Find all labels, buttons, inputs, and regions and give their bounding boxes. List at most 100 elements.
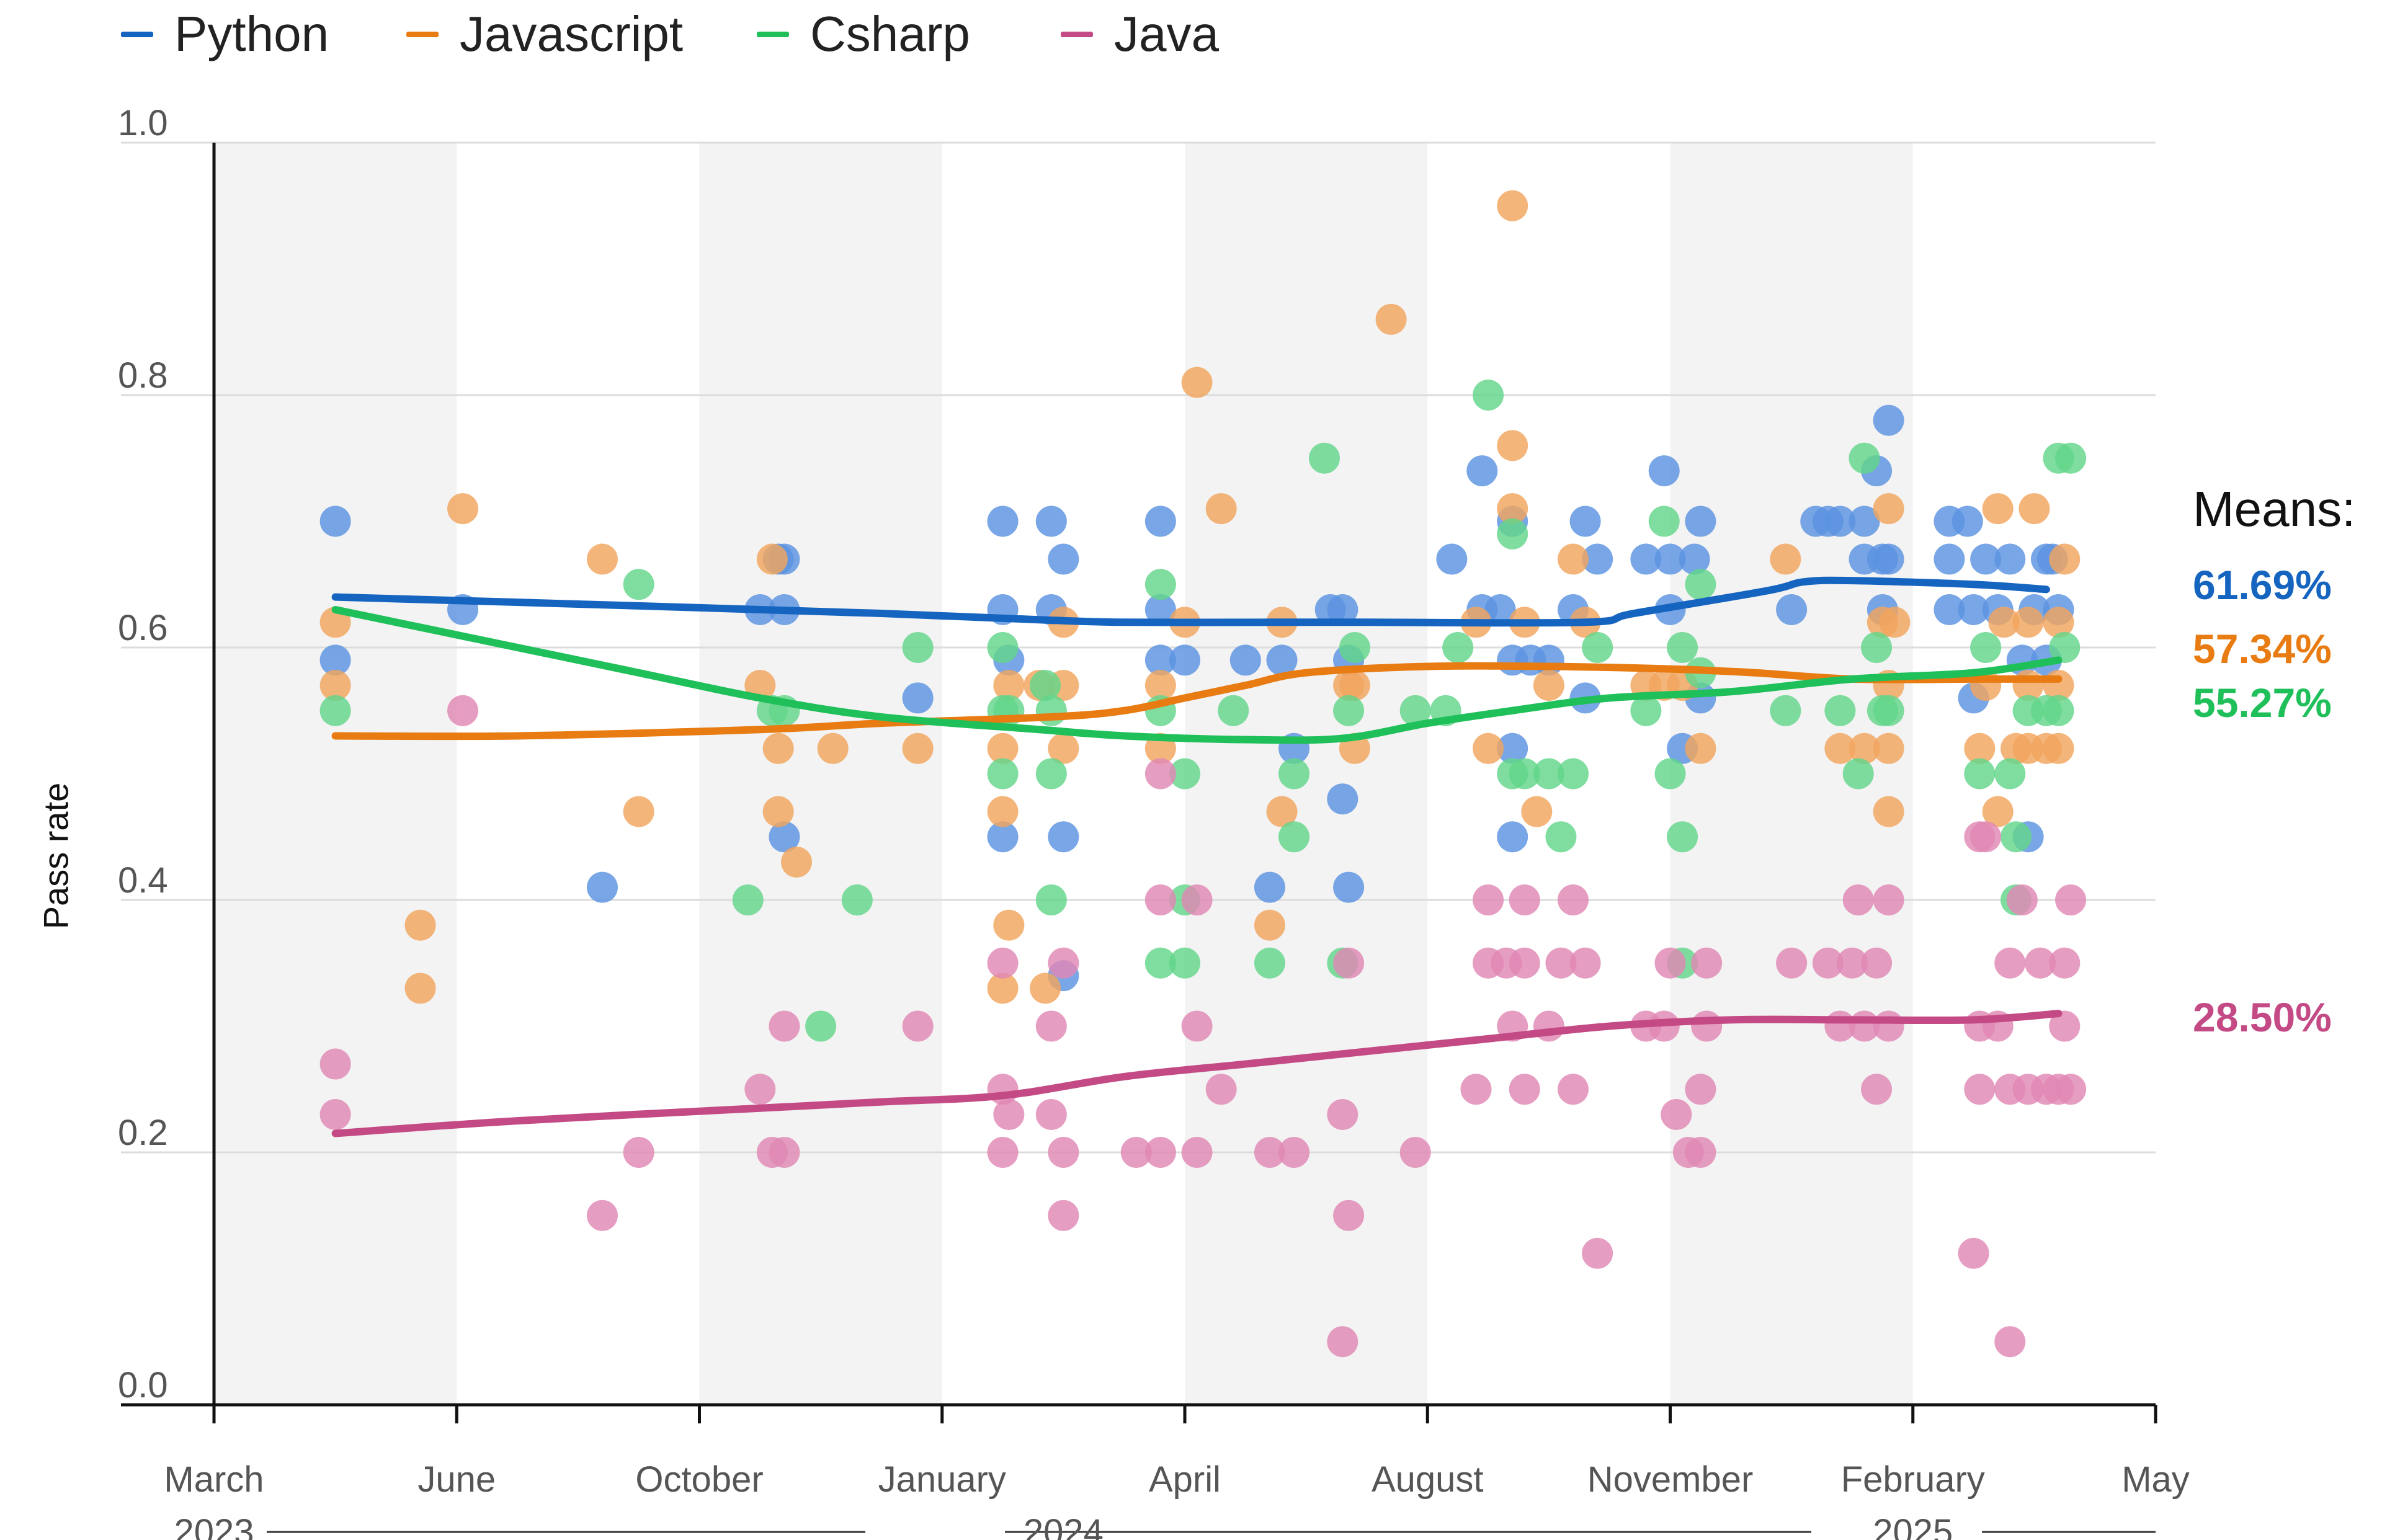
dot-javascript xyxy=(623,796,654,827)
legend-label-csharp: Csharp xyxy=(810,6,970,61)
dot-java xyxy=(769,1010,800,1042)
dot-javascript xyxy=(447,493,479,525)
dot-csharp xyxy=(1533,758,1564,790)
dot-java xyxy=(1509,947,1540,979)
dot-java xyxy=(1048,1137,1079,1168)
dot-python xyxy=(1654,543,1686,575)
dot-csharp xyxy=(1035,758,1067,790)
dot-java xyxy=(1278,1137,1310,1168)
dot-javascript xyxy=(1988,607,2020,638)
dot-java xyxy=(1994,1326,2026,1358)
dot-python xyxy=(1254,871,1285,903)
dot-javascript xyxy=(2043,732,2074,764)
dot-csharp xyxy=(2043,695,2074,726)
dot-python xyxy=(1144,505,1176,537)
background-band xyxy=(1670,143,1913,1405)
dot-javascript xyxy=(1558,543,1589,575)
dot-java xyxy=(1654,947,1686,979)
dot-java xyxy=(1685,1137,1716,1168)
legend-item-javascript[interactable]: Javascript xyxy=(406,0,683,68)
dot-java xyxy=(2049,1010,2081,1042)
dot-python xyxy=(1934,543,1965,575)
legend-item-java[interactable]: Java xyxy=(1061,0,1219,68)
dot-python xyxy=(1970,543,2002,575)
dot-javascript xyxy=(1879,607,1911,638)
dot-javascript xyxy=(781,846,812,878)
x-tick-label: February xyxy=(1841,1459,1985,1500)
dot-java xyxy=(1545,947,1577,979)
y-tick-label: 0.0 xyxy=(118,1365,168,1405)
dot-csharp xyxy=(1442,632,1474,663)
dot-csharp xyxy=(1509,758,1540,790)
dot-java xyxy=(993,1098,1025,1130)
dot-javascript xyxy=(2049,543,2081,575)
dot-csharp xyxy=(1333,695,1365,726)
dot-javascript xyxy=(1375,303,1407,335)
x-tick-label: April xyxy=(1149,1459,1221,1500)
dot-javascript xyxy=(993,670,1025,701)
dot-java xyxy=(1327,1098,1358,1130)
dot-csharp xyxy=(1824,695,1856,726)
dot-csharp xyxy=(1169,758,1200,790)
dot-javascript xyxy=(1205,493,1237,525)
dot-python xyxy=(1229,644,1261,676)
dot-java xyxy=(2025,947,2056,979)
dot-csharp xyxy=(1648,505,1680,537)
dot-python xyxy=(1952,505,1983,537)
dot-javascript xyxy=(2043,607,2074,638)
dot-java xyxy=(1558,1074,1589,1105)
dot-csharp xyxy=(1278,758,1310,790)
year-label: 2023 xyxy=(174,1512,254,1540)
dot-javascript xyxy=(1497,190,1528,221)
dot-java xyxy=(1842,884,1874,915)
dot-python xyxy=(1569,505,1601,537)
dot-javascript xyxy=(1266,796,1298,827)
dot-java xyxy=(1327,1326,1358,1358)
dot-java xyxy=(1333,947,1365,979)
dot-python xyxy=(1333,871,1365,903)
dot-python xyxy=(1934,594,1965,625)
dot-python xyxy=(1144,594,1176,625)
mean-value-csharp: 55.27% xyxy=(2193,680,2332,726)
dot-python xyxy=(1144,644,1176,676)
trend-line-python xyxy=(331,576,2050,627)
dot-csharp xyxy=(1630,695,1662,726)
dot-csharp xyxy=(2001,821,2032,853)
dot-csharp xyxy=(623,569,654,600)
dot-java xyxy=(1873,884,1904,915)
dot-csharp xyxy=(1842,758,1874,790)
dot-python xyxy=(319,505,351,537)
legend-swatch-python xyxy=(121,31,153,37)
dot-java xyxy=(587,1200,618,1231)
dot-python xyxy=(1873,404,1904,436)
legend-item-csharp[interactable]: Csharp xyxy=(757,0,970,68)
dot-java xyxy=(1120,1137,1152,1168)
dot-javascript xyxy=(987,973,1019,1004)
dot-javascript xyxy=(1982,796,2014,827)
dot-java xyxy=(1048,947,1079,979)
dot-java xyxy=(447,695,479,726)
dot-java xyxy=(1558,884,1589,915)
dot-java xyxy=(987,1137,1019,1168)
dot-java xyxy=(1181,1137,1213,1168)
dot-csharp xyxy=(1861,632,1893,663)
dot-javascript xyxy=(404,973,436,1004)
dot-python xyxy=(1497,732,1528,764)
dot-csharp xyxy=(1970,632,2002,663)
dot-java xyxy=(2049,947,2081,979)
dot-csharp xyxy=(1035,884,1067,915)
y-tick-label: 0.6 xyxy=(118,608,168,648)
dot-javascript xyxy=(987,796,1019,827)
dot-csharp xyxy=(1278,821,1310,853)
legend-item-python[interactable]: Python xyxy=(121,0,329,68)
dot-csharp xyxy=(1545,821,1577,853)
dot-csharp xyxy=(1497,518,1528,550)
dot-java xyxy=(1144,1137,1176,1168)
dot-python xyxy=(1484,594,1516,625)
dot-java xyxy=(1509,1074,1540,1105)
dot-python xyxy=(1679,543,1710,575)
legend-swatch-javascript xyxy=(406,31,439,37)
x-tick-label: June xyxy=(417,1459,496,1500)
mean-value-python: 61.69% xyxy=(2193,562,2332,608)
